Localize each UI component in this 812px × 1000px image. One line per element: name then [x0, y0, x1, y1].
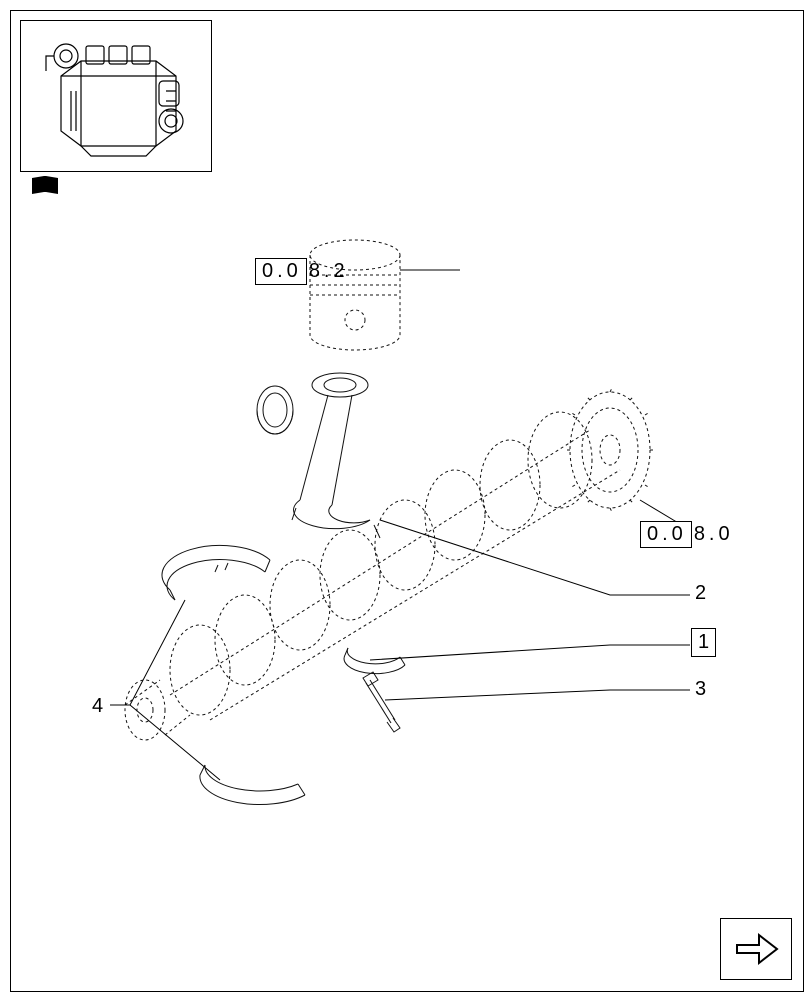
conrod-bushing: [257, 386, 293, 434]
piston-section-ref: 0.08.2: [255, 258, 349, 285]
main-bearing-upper: [162, 545, 270, 600]
next-page-button[interactable]: [720, 918, 792, 980]
book-icon: [30, 175, 60, 195]
callout-1-box: 1: [691, 628, 716, 657]
timing-gear-ghost: [565, 388, 655, 512]
callout-3: 3: [695, 678, 706, 701]
piston-ref-boxed: 0.0: [255, 258, 307, 285]
gear-ref-boxed: 0.0: [640, 521, 692, 548]
leader-lines: [110, 270, 690, 780]
connecting-rod: [292, 373, 380, 538]
main-bearing-lower: [200, 765, 305, 805]
piston-ref-rest: 8.2: [309, 260, 349, 283]
callout-1: 1: [691, 628, 716, 657]
callout-4: 4: [92, 695, 103, 718]
conrod-bolt: [363, 672, 400, 732]
context-thumbnail-box: [20, 20, 212, 172]
conrod-bearing-lower: [344, 648, 405, 674]
engine-assembly-icon: [21, 21, 211, 171]
piston-ghost: [310, 240, 400, 350]
arrow-right-icon: [731, 929, 781, 969]
gear-section-ref: 0.08.0: [640, 521, 734, 548]
crankshaft-ghost: [125, 388, 655, 740]
callout-2: 2: [695, 582, 706, 605]
gear-ref-rest: 8.0: [694, 523, 734, 546]
